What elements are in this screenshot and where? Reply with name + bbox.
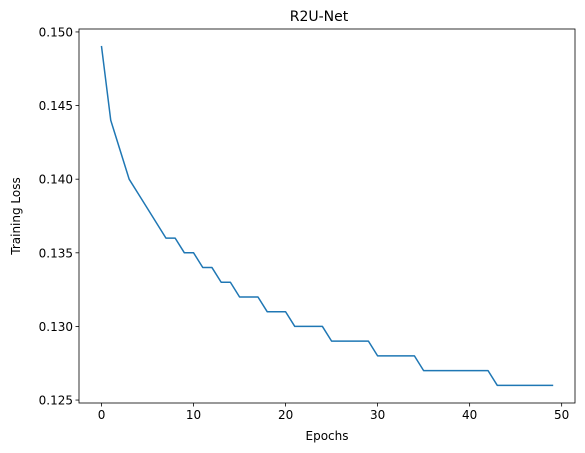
- y-tick-label: 0.145: [39, 99, 73, 113]
- chart-title: R2U-Net: [290, 9, 349, 25]
- y-tick-label: 0.125: [39, 394, 73, 408]
- x-tick-label: 50: [554, 408, 569, 422]
- x-tick-label: 30: [370, 408, 385, 422]
- y-tick-label: 0.130: [39, 320, 73, 334]
- series-line-0: [100, 45, 554, 387]
- y-axis-label: Training Loss: [9, 177, 23, 255]
- x-axis-label: Epochs: [306, 429, 349, 443]
- plot-frame: [78, 28, 576, 404]
- x-tick-label: 20: [278, 408, 293, 422]
- y-tick-label: 0.140: [39, 173, 73, 187]
- y-tick-label: 0.150: [39, 25, 73, 39]
- x-tick-label: 0: [98, 408, 106, 422]
- x-tick-label: 40: [462, 408, 477, 422]
- x-tick-label: 10: [186, 408, 201, 422]
- y-tick-label: 0.135: [39, 246, 73, 260]
